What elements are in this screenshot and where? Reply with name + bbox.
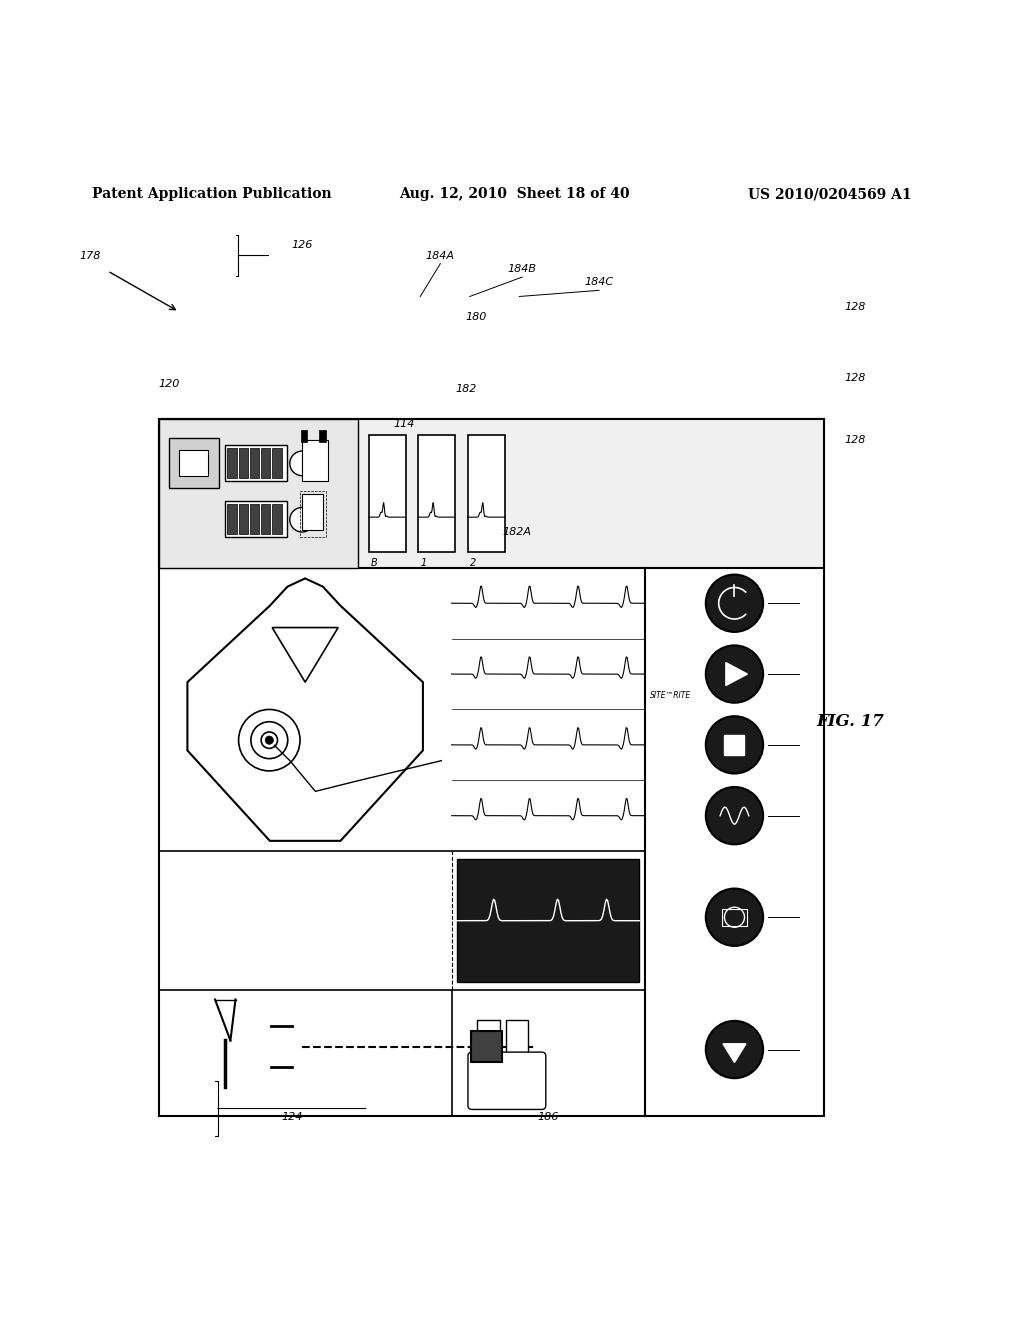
Text: 182: 182 (456, 384, 476, 393)
FancyBboxPatch shape (159, 420, 824, 1115)
Text: 124: 124 (282, 1111, 302, 1122)
Text: Aug. 12, 2010  Sheet 18 of 40: Aug. 12, 2010 Sheet 18 of 40 (399, 187, 630, 201)
Bar (239, 447, 248, 478)
Bar (179, 450, 208, 475)
Circle shape (706, 888, 763, 946)
Bar (225, 502, 287, 537)
Bar (722, 908, 748, 925)
Bar (301, 429, 307, 442)
Text: 184B: 184B (508, 264, 537, 273)
Text: 114: 114 (394, 420, 415, 429)
Bar (250, 447, 259, 478)
Bar (261, 447, 270, 478)
Bar (300, 491, 326, 537)
Bar (468, 434, 505, 553)
Bar (369, 434, 406, 553)
Bar (471, 1031, 502, 1063)
Bar (302, 440, 328, 480)
Bar (272, 447, 282, 478)
Bar (239, 504, 248, 535)
Text: 126: 126 (292, 240, 312, 251)
Bar (250, 504, 259, 535)
Text: 180: 180 (466, 312, 486, 322)
Bar (506, 1020, 528, 1059)
Text: 178: 178 (80, 251, 100, 260)
Bar (227, 504, 237, 535)
Bar (225, 445, 287, 480)
Circle shape (706, 645, 763, 702)
Text: 128: 128 (845, 302, 865, 312)
Text: 120: 120 (159, 379, 179, 388)
Text: B: B (371, 558, 378, 568)
Circle shape (706, 787, 763, 845)
FancyBboxPatch shape (169, 438, 219, 488)
Bar (272, 504, 282, 535)
Text: 184A: 184A (426, 251, 455, 260)
Text: 2: 2 (470, 558, 476, 568)
Text: 1: 1 (421, 558, 427, 568)
Circle shape (706, 1020, 763, 1078)
Circle shape (706, 717, 763, 774)
Text: SITE™RITE: SITE™RITE (649, 690, 691, 700)
FancyBboxPatch shape (468, 1052, 546, 1109)
Bar (418, 434, 455, 553)
Polygon shape (726, 663, 748, 685)
Text: 182A: 182A (503, 527, 531, 537)
Bar (261, 504, 270, 535)
Text: 128: 128 (845, 374, 865, 383)
Bar (159, 420, 824, 568)
Circle shape (265, 737, 273, 744)
Text: 184C: 184C (585, 277, 613, 288)
Circle shape (706, 574, 763, 632)
Text: FIG. 17: FIG. 17 (816, 713, 884, 730)
Polygon shape (723, 1044, 745, 1063)
Bar (302, 494, 323, 529)
Text: 128: 128 (845, 434, 865, 445)
Bar (477, 1020, 500, 1059)
Text: Patent Application Publication: Patent Application Publication (92, 187, 332, 201)
Text: 186: 186 (538, 1111, 558, 1122)
Circle shape (290, 451, 314, 475)
Circle shape (290, 507, 314, 532)
Bar (457, 859, 639, 982)
Bar (724, 735, 744, 755)
Bar (159, 420, 358, 568)
Bar (319, 429, 326, 442)
Bar (227, 447, 237, 478)
Text: US 2010/0204569 A1: US 2010/0204569 A1 (748, 187, 911, 201)
